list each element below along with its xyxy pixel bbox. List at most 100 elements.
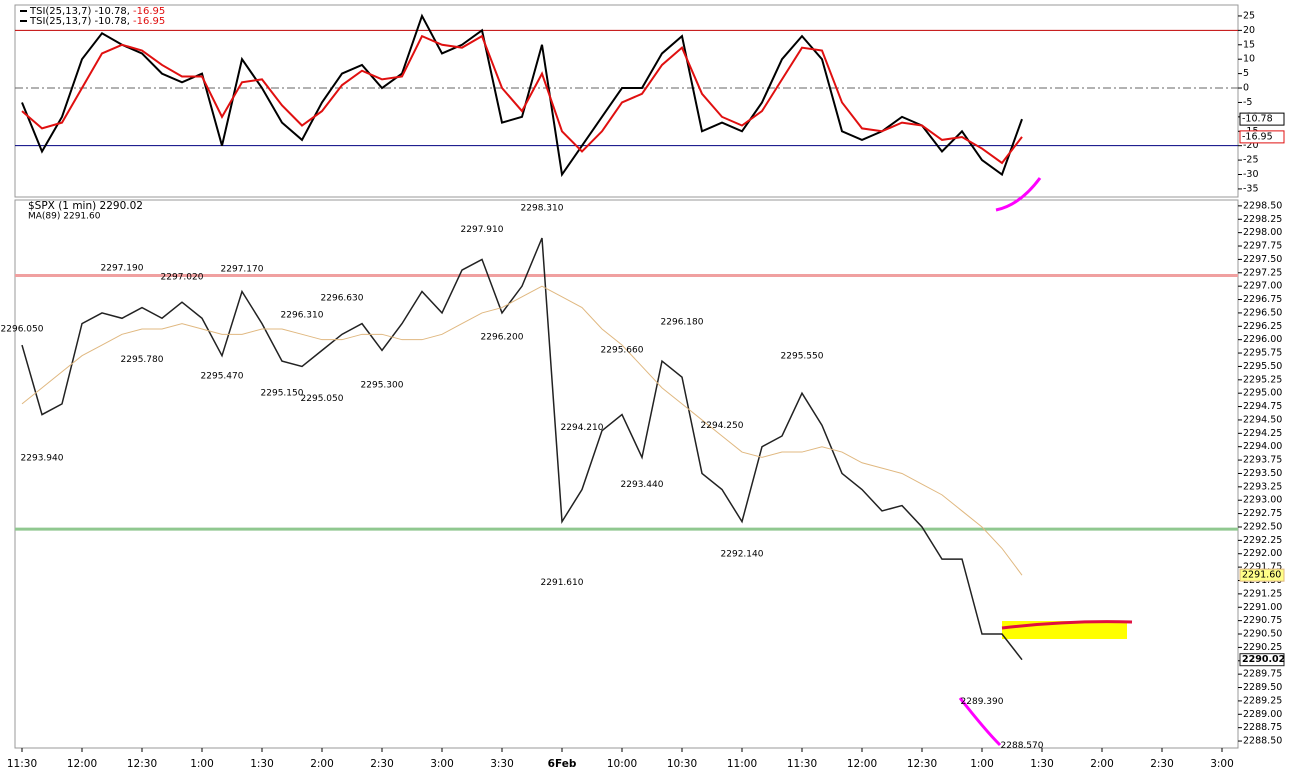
x-tick-label: 1:30 xyxy=(250,758,274,770)
y-tick-label: 2289.25 xyxy=(1243,695,1282,706)
series-line xyxy=(21,13,1023,178)
price-annotation: 2297.170 xyxy=(221,265,264,275)
y-tick-label: 20 xyxy=(1243,25,1255,36)
value-badge xyxy=(1239,112,1285,126)
y-tick-label: 2292.25 xyxy=(1243,535,1282,546)
y-tick-label: 2291.25 xyxy=(1243,588,1282,599)
y-tick-label: 2295.00 xyxy=(1243,388,1282,399)
price-annotation: 2297.190 xyxy=(101,263,144,273)
y-tick-label: -20 xyxy=(1243,140,1259,151)
drawing xyxy=(958,697,1002,747)
x-tick-label: 2:00 xyxy=(310,758,334,770)
price-annotation: 2292.140 xyxy=(721,550,764,560)
value-badge xyxy=(1239,130,1285,144)
value-badge-label: 2291.60 xyxy=(1242,570,1281,581)
y-tick-label: -5 xyxy=(1243,97,1252,108)
y-tick-label: 2295.50 xyxy=(1243,361,1282,372)
price-annotation: 2295.660 xyxy=(601,345,644,355)
y-tick-label: 2290.25 xyxy=(1243,642,1282,653)
value-badge-label: -16.95 xyxy=(1242,131,1273,142)
legend-text: TSI(25,13,7) -10.78, xyxy=(29,16,130,27)
y-tick-label: 2294.75 xyxy=(1243,401,1282,412)
y-tick-label: 2292.50 xyxy=(1243,521,1282,532)
y-tick-label: 2292.00 xyxy=(1243,548,1282,559)
drawing xyxy=(995,177,1042,212)
y-tick-label: 2295.25 xyxy=(1243,374,1282,385)
x-tick-label: 2:00 xyxy=(1090,758,1114,770)
y-tick-label: 2296.75 xyxy=(1243,294,1282,305)
price-annotation: 2296.200 xyxy=(481,332,524,342)
y-tick-label: 2297.50 xyxy=(1243,254,1282,265)
y-tick-label: 2294.00 xyxy=(1243,441,1282,452)
legend-label: TSI(25,13,7) -10.78, -16.95 xyxy=(29,6,165,17)
price-annotation: 2295.300 xyxy=(361,381,404,391)
x-tick-label: 2:30 xyxy=(370,758,394,770)
y-tick-label: 2298.25 xyxy=(1243,214,1282,225)
price-annotation: 2295.470 xyxy=(201,372,244,382)
y-tick-label: -35 xyxy=(1243,183,1259,194)
price-annotation: 2295.150 xyxy=(261,389,304,399)
price-annotation: 2293.440 xyxy=(621,480,664,490)
series-line xyxy=(21,34,1023,165)
price-annotation: 2291.610 xyxy=(541,578,584,588)
legend-value: -16.95 xyxy=(133,16,165,27)
y-tick-label: 2292.75 xyxy=(1243,508,1282,519)
y-tick-label: 2296.00 xyxy=(1243,334,1282,345)
price-annotation: 2295.550 xyxy=(781,351,824,361)
x-tick-label: 10:30 xyxy=(667,758,697,770)
price-annotation: 2295.780 xyxy=(121,355,164,365)
y-tick-label: 2288.75 xyxy=(1243,722,1282,733)
y-tick-label: 2293.75 xyxy=(1243,455,1282,466)
y-tick-label: 15 xyxy=(1243,39,1255,50)
y-tick-label: -25 xyxy=(1243,155,1259,166)
price-annotation: 2296.630 xyxy=(321,293,364,303)
price-annotation: 2288.570 xyxy=(1001,741,1044,751)
legend-label: TSI(25,13,7) -10.78, -16.95 xyxy=(29,16,165,27)
price-annotation: 2297.910 xyxy=(461,225,504,235)
price-panel xyxy=(14,199,1239,749)
y-tick-label: 2297.00 xyxy=(1243,281,1282,292)
y-tick-label: 2297.25 xyxy=(1243,267,1282,278)
price-annotation: 2293.940 xyxy=(21,453,64,463)
y-tick-label: 2291.75 xyxy=(1243,562,1282,573)
y-tick-label: 2293.50 xyxy=(1243,468,1282,479)
price-annotation: 2294.250 xyxy=(701,421,744,431)
y-tick-label: 0 xyxy=(1243,83,1249,94)
x-tick-label: 3:30 xyxy=(490,758,514,770)
price-annotation: 2289.390 xyxy=(961,697,1004,707)
y-tick-label: 2288.50 xyxy=(1243,736,1282,747)
y-tick-label: 2290.75 xyxy=(1243,615,1282,626)
drawing xyxy=(1001,620,1133,630)
price-annotation: 2296.180 xyxy=(661,318,704,328)
x-tick-label: 2:30 xyxy=(1150,758,1174,770)
series-line xyxy=(21,285,1023,576)
y-tick-label: 2298.50 xyxy=(1243,200,1282,211)
x-tick-label: 10:00 xyxy=(607,758,637,770)
x-tick-label: 12:00 xyxy=(67,758,97,770)
y-tick-label: 25 xyxy=(1243,10,1255,21)
price-annotation: 2298.310 xyxy=(521,204,564,214)
x-tick-label: 1:00 xyxy=(970,758,994,770)
x-tick-label: 12:00 xyxy=(847,758,877,770)
x-tick-label: 11:00 xyxy=(727,758,757,770)
y-tick-label: 10 xyxy=(1243,54,1255,65)
y-tick-label: 2289.00 xyxy=(1243,709,1282,720)
legend-label: $SPX (1 min) 2290.02 xyxy=(28,200,143,212)
x-tick-label: 11:30 xyxy=(787,758,817,770)
y-tick-label: 2293.25 xyxy=(1243,481,1282,492)
value-badge xyxy=(1239,568,1285,582)
y-tick-label: 2298.00 xyxy=(1243,227,1282,238)
y-tick-label: 5 xyxy=(1243,68,1249,79)
x-tick-label: 1:30 xyxy=(1030,758,1054,770)
series-line xyxy=(21,237,1023,661)
y-tick-label: 2296.25 xyxy=(1243,321,1282,332)
y-tick-label: -30 xyxy=(1243,169,1259,180)
x-tick-label: 12:30 xyxy=(127,758,157,770)
price-annotation: 2295.050 xyxy=(301,394,344,404)
y-tick-label: 2296.50 xyxy=(1243,307,1282,318)
y-tick-label: 2289.50 xyxy=(1243,682,1282,693)
y-tick-label: 2289.75 xyxy=(1243,669,1282,680)
y-tick-label: 2293.00 xyxy=(1243,495,1282,506)
x-tick-label: 12:30 xyxy=(907,758,937,770)
